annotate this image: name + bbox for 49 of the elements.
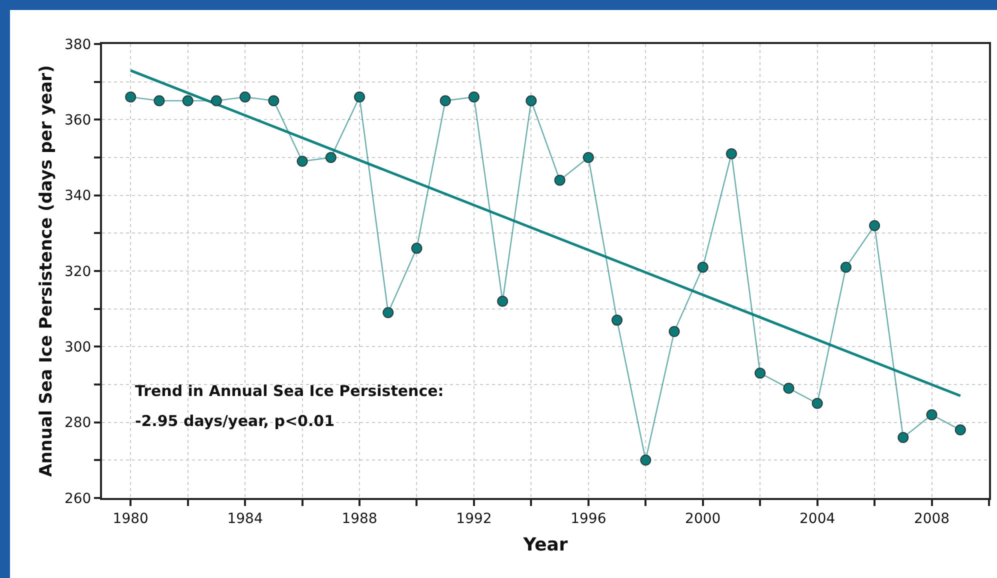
point — [526, 95, 537, 106]
annotation: -2.95 days/year, p<0.01 — [135, 412, 335, 430]
point — [612, 314, 623, 326]
x-tick-label: 2004 — [800, 510, 836, 527]
point — [154, 95, 165, 106]
point — [240, 91, 251, 102]
y-tick-label: 360 — [64, 112, 92, 129]
point — [468, 91, 480, 102]
point — [182, 95, 194, 106]
x-tick-label: 1988 — [342, 510, 378, 527]
x-tick-label: 2000 — [685, 510, 721, 527]
point — [440, 95, 451, 106]
y-tick-label: 380 — [64, 36, 92, 53]
point — [869, 220, 880, 232]
point — [754, 368, 766, 379]
y-tick-label: 320 — [64, 264, 92, 280]
point — [210, 95, 222, 106]
point — [697, 262, 708, 273]
point — [898, 432, 909, 443]
point — [554, 174, 566, 186]
point — [411, 242, 422, 254]
x-tick-label: 1992 — [456, 510, 492, 527]
point — [640, 454, 652, 466]
point — [812, 398, 823, 409]
point — [354, 91, 366, 102]
point — [582, 152, 594, 163]
point — [926, 409, 938, 420]
point — [497, 296, 508, 307]
y-axis-title: Annual Sea Ice Persistence (days per year) — [36, 65, 57, 477]
point — [726, 148, 737, 160]
y-tick-label: 260 — [64, 490, 92, 507]
x-tick-label: 2008 — [914, 510, 950, 527]
point — [325, 152, 336, 163]
point — [382, 307, 394, 318]
y-tick-label: 340 — [64, 188, 92, 204]
x-axis-title: Year — [522, 534, 568, 556]
point — [125, 91, 136, 102]
point — [296, 156, 308, 167]
y-tick-label: 280 — [64, 415, 92, 432]
annotation: Trend in Annual Sea Ice Persistence: — [135, 382, 444, 400]
point — [268, 95, 280, 106]
x-tick-label: 1984 — [227, 510, 263, 527]
point — [954, 424, 966, 436]
point — [668, 326, 680, 338]
x-tick-label: 1980 — [112, 510, 148, 527]
point — [783, 382, 794, 394]
y-tick-label: 300 — [64, 340, 92, 356]
x-tick-label: 1996 — [570, 510, 606, 527]
point — [840, 262, 852, 273]
